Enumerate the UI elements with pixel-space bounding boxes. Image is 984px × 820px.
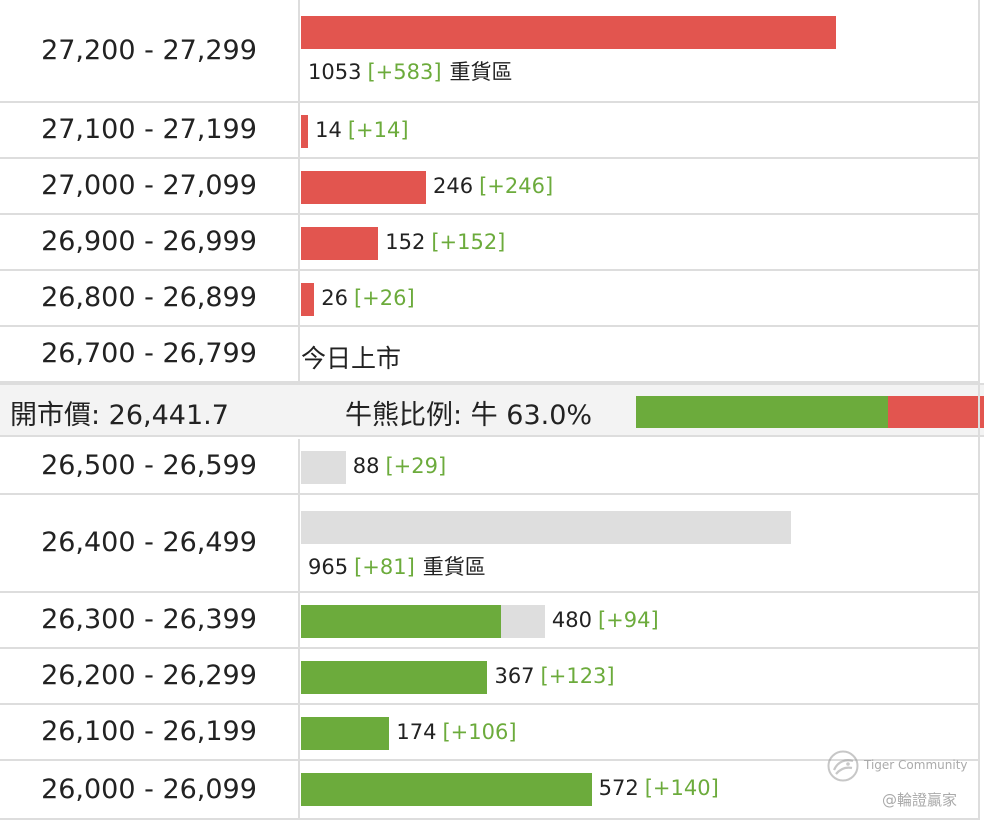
table-row: 26,500 - 26,599 88 [+29] bbox=[0, 439, 980, 495]
table-right-border bbox=[978, 0, 980, 820]
column-divider bbox=[298, 705, 300, 759]
price-range-label: 26,700 - 26,799 bbox=[41, 338, 257, 369]
ratio-bear-segment bbox=[888, 396, 984, 428]
change-label: [+123] bbox=[540, 664, 615, 688]
table-row: 26,000 - 26,099 572 [+140] bbox=[0, 761, 980, 820]
count-label: 174 bbox=[396, 720, 437, 744]
count-label: 572 bbox=[598, 776, 639, 800]
change-label: [+140] bbox=[644, 776, 719, 800]
change-label: [+583] bbox=[367, 60, 442, 84]
bar-value-label: 246 [+246] bbox=[433, 174, 553, 198]
column-divider bbox=[298, 327, 300, 381]
bull-filled-bar bbox=[301, 773, 592, 806]
count-label: 14 bbox=[315, 118, 342, 142]
bull-filled-bar bbox=[301, 661, 488, 694]
bar-value-label: 88 [+29] bbox=[353, 454, 446, 478]
bar-value-label: 572 [+140] bbox=[599, 776, 719, 800]
column-divider bbox=[298, 439, 300, 493]
table-row: 26,200 - 26,299 367 [+123] bbox=[0, 649, 980, 705]
tiger-community-logo-icon bbox=[827, 750, 859, 782]
change-label: [+26] bbox=[353, 286, 415, 310]
column-divider bbox=[298, 649, 300, 703]
column-divider bbox=[298, 215, 300, 269]
summary-row: 開市價: 26,441.7 牛熊比例: 牛 63.0% bbox=[0, 383, 984, 437]
bull-filled-bar bbox=[301, 717, 390, 750]
bear-bar bbox=[301, 283, 315, 316]
bar-value-label: 367 [+123] bbox=[494, 664, 614, 688]
column-divider bbox=[298, 159, 300, 213]
count-label: 26 bbox=[321, 286, 348, 310]
heavy-zone-tag: 重貨區 bbox=[449, 60, 513, 84]
table-row: 27,200 - 27,299 1053 [+583] 重貨區 bbox=[0, 0, 980, 103]
open-price-label: 開市價: 26,441.7 bbox=[10, 400, 229, 431]
price-range-label: 26,200 - 26,299 bbox=[41, 660, 257, 691]
table-row: 26,100 - 26,199 174 [+106] bbox=[0, 705, 980, 761]
bar-value-label: 152 [+152] bbox=[385, 230, 505, 254]
total-bar bbox=[301, 511, 792, 544]
heavy-zone-tag: 重貨區 bbox=[422, 555, 486, 579]
bear-bar bbox=[301, 171, 426, 204]
bull-bear-ratio-label: 牛熊比例: 牛 63.0% bbox=[345, 400, 593, 431]
bull-bear-ratio-bar bbox=[636, 396, 984, 428]
count-label: 88 bbox=[352, 454, 380, 478]
bar-value-label: 480 [+94] bbox=[552, 608, 659, 632]
bar-value-label: 26 [+26] bbox=[321, 286, 414, 310]
count-label: 965 bbox=[308, 555, 349, 579]
change-label: [+94] bbox=[597, 608, 659, 632]
total-bar bbox=[301, 451, 346, 484]
table-row: 26,800 - 26,899 26 [+26] bbox=[0, 271, 980, 327]
price-range-label: 26,400 - 26,499 bbox=[41, 527, 257, 558]
table-row: 26,900 - 26,999 152 [+152] bbox=[0, 215, 980, 271]
table-row: 27,000 - 27,099 246 [+246] bbox=[0, 159, 980, 215]
bear-bar bbox=[301, 227, 379, 260]
column-divider bbox=[298, 0, 300, 101]
price-range-label: 26,500 - 26,599 bbox=[41, 450, 257, 481]
count-label: 1053 bbox=[308, 60, 362, 84]
column-divider bbox=[298, 761, 300, 818]
change-label: [+152] bbox=[431, 230, 506, 254]
change-label: [+29] bbox=[385, 454, 447, 478]
column-divider bbox=[298, 495, 300, 591]
price-range-label: 26,900 - 26,999 bbox=[41, 226, 257, 257]
watermark-community-text: Tiger Community bbox=[864, 758, 968, 772]
price-range-label: 26,800 - 26,899 bbox=[41, 282, 257, 313]
table-row: 26,400 - 26,499 965 [+81] 重貨區 bbox=[0, 495, 980, 593]
bull-filled-bar bbox=[301, 605, 502, 638]
count-label: 246 bbox=[432, 174, 474, 198]
table-row: 27,100 - 27,199 14 [+14] bbox=[0, 103, 980, 159]
watermark-account-text: @輪證贏家 bbox=[882, 791, 958, 809]
change-label: [+14] bbox=[347, 118, 409, 142]
price-range-label: 27,200 - 27,299 bbox=[41, 34, 257, 66]
bear-bar bbox=[301, 16, 836, 49]
bar-value-label: 174 [+106] bbox=[396, 720, 516, 744]
table-row: 26,700 - 26,799 今日上市 bbox=[0, 327, 980, 383]
listing-today-text: 今日上市 bbox=[301, 344, 402, 373]
column-divider bbox=[298, 593, 300, 647]
bear-bar bbox=[301, 115, 309, 148]
change-label: [+246] bbox=[479, 174, 554, 198]
count-label: 480 bbox=[551, 608, 592, 632]
column-divider bbox=[298, 271, 300, 325]
column-divider bbox=[298, 103, 300, 157]
count-label: 152 bbox=[385, 230, 426, 254]
price-range-label: 27,100 - 27,199 bbox=[41, 114, 257, 145]
table-row: 26,300 - 26,399 480 [+94] bbox=[0, 593, 980, 649]
bar-value-label: 965 [+81] 重貨區 bbox=[308, 551, 486, 581]
ratio-bull-segment bbox=[636, 396, 888, 428]
price-range-label: 26,300 - 26,399 bbox=[41, 604, 257, 635]
change-label: [+81] bbox=[354, 555, 415, 579]
bar-value-label: 14 [+14] bbox=[315, 118, 408, 142]
price-range-label: 27,000 - 27,099 bbox=[41, 170, 257, 201]
price-range-label: 26,000 - 26,099 bbox=[41, 773, 257, 805]
price-range-label: 26,100 - 26,199 bbox=[41, 716, 257, 747]
bar-value-label: 1053 [+583] 重貨區 bbox=[308, 56, 513, 86]
change-label: [+106] bbox=[442, 720, 517, 744]
count-label: 367 bbox=[494, 664, 535, 688]
